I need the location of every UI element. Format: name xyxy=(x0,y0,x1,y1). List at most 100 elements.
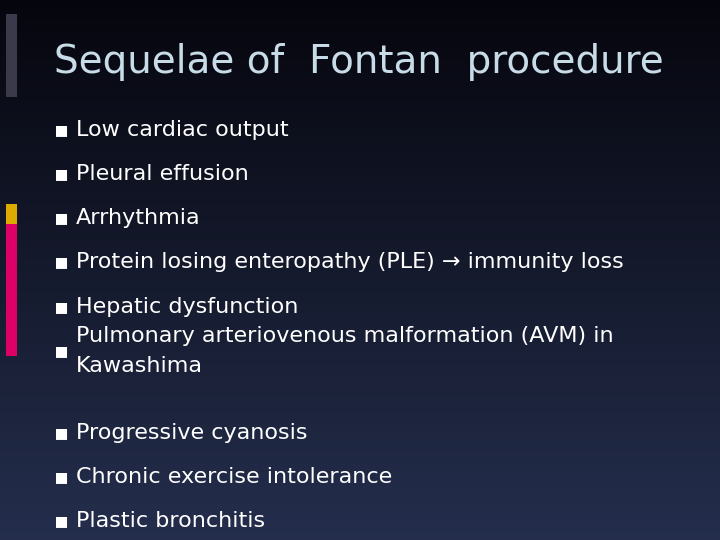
Bar xyxy=(0,24,720,27)
Bar xyxy=(0,397,720,400)
Bar xyxy=(0,386,720,389)
Bar xyxy=(0,184,720,186)
Text: Low cardiac output: Low cardiac output xyxy=(76,119,288,140)
Bar xyxy=(0,381,720,383)
Bar xyxy=(0,302,720,305)
Bar xyxy=(0,159,720,162)
Bar xyxy=(0,275,720,278)
Bar xyxy=(0,310,720,313)
Bar xyxy=(0,49,720,51)
Bar xyxy=(0,143,720,146)
Bar xyxy=(0,186,720,189)
Text: Hepatic dysfunction: Hepatic dysfunction xyxy=(76,296,298,317)
Bar xyxy=(0,40,720,43)
Bar xyxy=(0,456,720,459)
Bar xyxy=(0,27,720,30)
Bar xyxy=(0,394,720,397)
Text: Protein losing enteropathy (PLE) → immunity loss: Protein losing enteropathy (PLE) → immun… xyxy=(76,252,624,273)
Bar xyxy=(0,289,720,292)
Bar xyxy=(0,294,720,297)
Bar xyxy=(0,526,720,529)
Text: ▪: ▪ xyxy=(54,208,69,228)
Bar xyxy=(0,351,720,354)
Bar xyxy=(0,181,720,184)
Bar xyxy=(0,81,720,84)
Bar xyxy=(0,94,720,97)
Bar xyxy=(0,151,720,154)
Bar xyxy=(0,346,720,348)
Bar xyxy=(0,65,720,68)
Bar xyxy=(0,529,720,532)
Bar xyxy=(0,316,720,319)
Bar xyxy=(0,84,720,86)
Bar xyxy=(0,338,720,340)
Bar xyxy=(0,157,720,159)
Bar xyxy=(0,370,720,373)
Bar xyxy=(0,454,720,456)
Bar xyxy=(0,35,720,38)
Bar xyxy=(0,32,720,35)
Bar xyxy=(0,421,720,424)
Bar xyxy=(0,154,720,157)
Bar xyxy=(0,392,720,394)
Bar xyxy=(0,176,720,178)
Bar xyxy=(0,57,720,59)
Bar xyxy=(0,292,720,294)
Bar xyxy=(0,59,720,62)
Bar xyxy=(0,470,720,472)
Bar xyxy=(0,194,720,197)
Bar xyxy=(0,111,720,113)
Bar xyxy=(0,281,720,284)
Bar xyxy=(0,324,720,327)
Bar xyxy=(0,273,720,275)
Bar xyxy=(0,140,720,143)
Bar xyxy=(0,278,720,281)
Bar xyxy=(0,524,720,526)
Bar xyxy=(0,213,720,216)
Bar xyxy=(0,14,720,16)
Bar xyxy=(0,162,720,165)
Bar xyxy=(0,518,720,521)
Bar xyxy=(0,462,720,464)
Bar xyxy=(0,202,720,205)
Bar xyxy=(0,467,720,470)
Bar xyxy=(0,105,720,108)
Bar xyxy=(0,313,720,316)
Bar xyxy=(0,51,720,54)
Bar xyxy=(0,359,720,362)
Bar xyxy=(0,238,720,240)
Bar xyxy=(0,89,720,92)
Bar xyxy=(0,424,720,427)
Bar xyxy=(0,508,720,510)
Bar xyxy=(0,167,720,170)
Bar xyxy=(0,68,720,70)
Bar xyxy=(0,132,720,135)
Bar xyxy=(0,532,720,535)
Bar xyxy=(0,464,720,467)
Text: Chronic exercise intolerance: Chronic exercise intolerance xyxy=(76,467,392,487)
Bar xyxy=(0,108,720,111)
Text: Arrhythmia: Arrhythmia xyxy=(76,208,200,228)
Bar xyxy=(6,224,17,356)
Bar xyxy=(0,521,720,524)
Bar xyxy=(0,0,720,3)
Bar xyxy=(6,204,17,224)
Bar xyxy=(0,481,720,483)
Bar xyxy=(0,354,720,356)
Bar xyxy=(0,335,720,338)
Bar xyxy=(0,402,720,405)
Bar xyxy=(0,284,720,286)
Bar xyxy=(0,211,720,213)
Bar xyxy=(0,267,720,270)
Bar xyxy=(0,173,720,176)
Bar xyxy=(0,227,720,229)
Bar xyxy=(0,405,720,408)
Bar xyxy=(0,459,720,462)
Bar xyxy=(0,122,720,124)
Bar xyxy=(0,535,720,537)
Bar xyxy=(0,483,720,486)
Bar xyxy=(0,135,720,138)
Text: Kawashima: Kawashima xyxy=(76,356,202,376)
Bar xyxy=(0,5,720,8)
Bar xyxy=(0,537,720,540)
